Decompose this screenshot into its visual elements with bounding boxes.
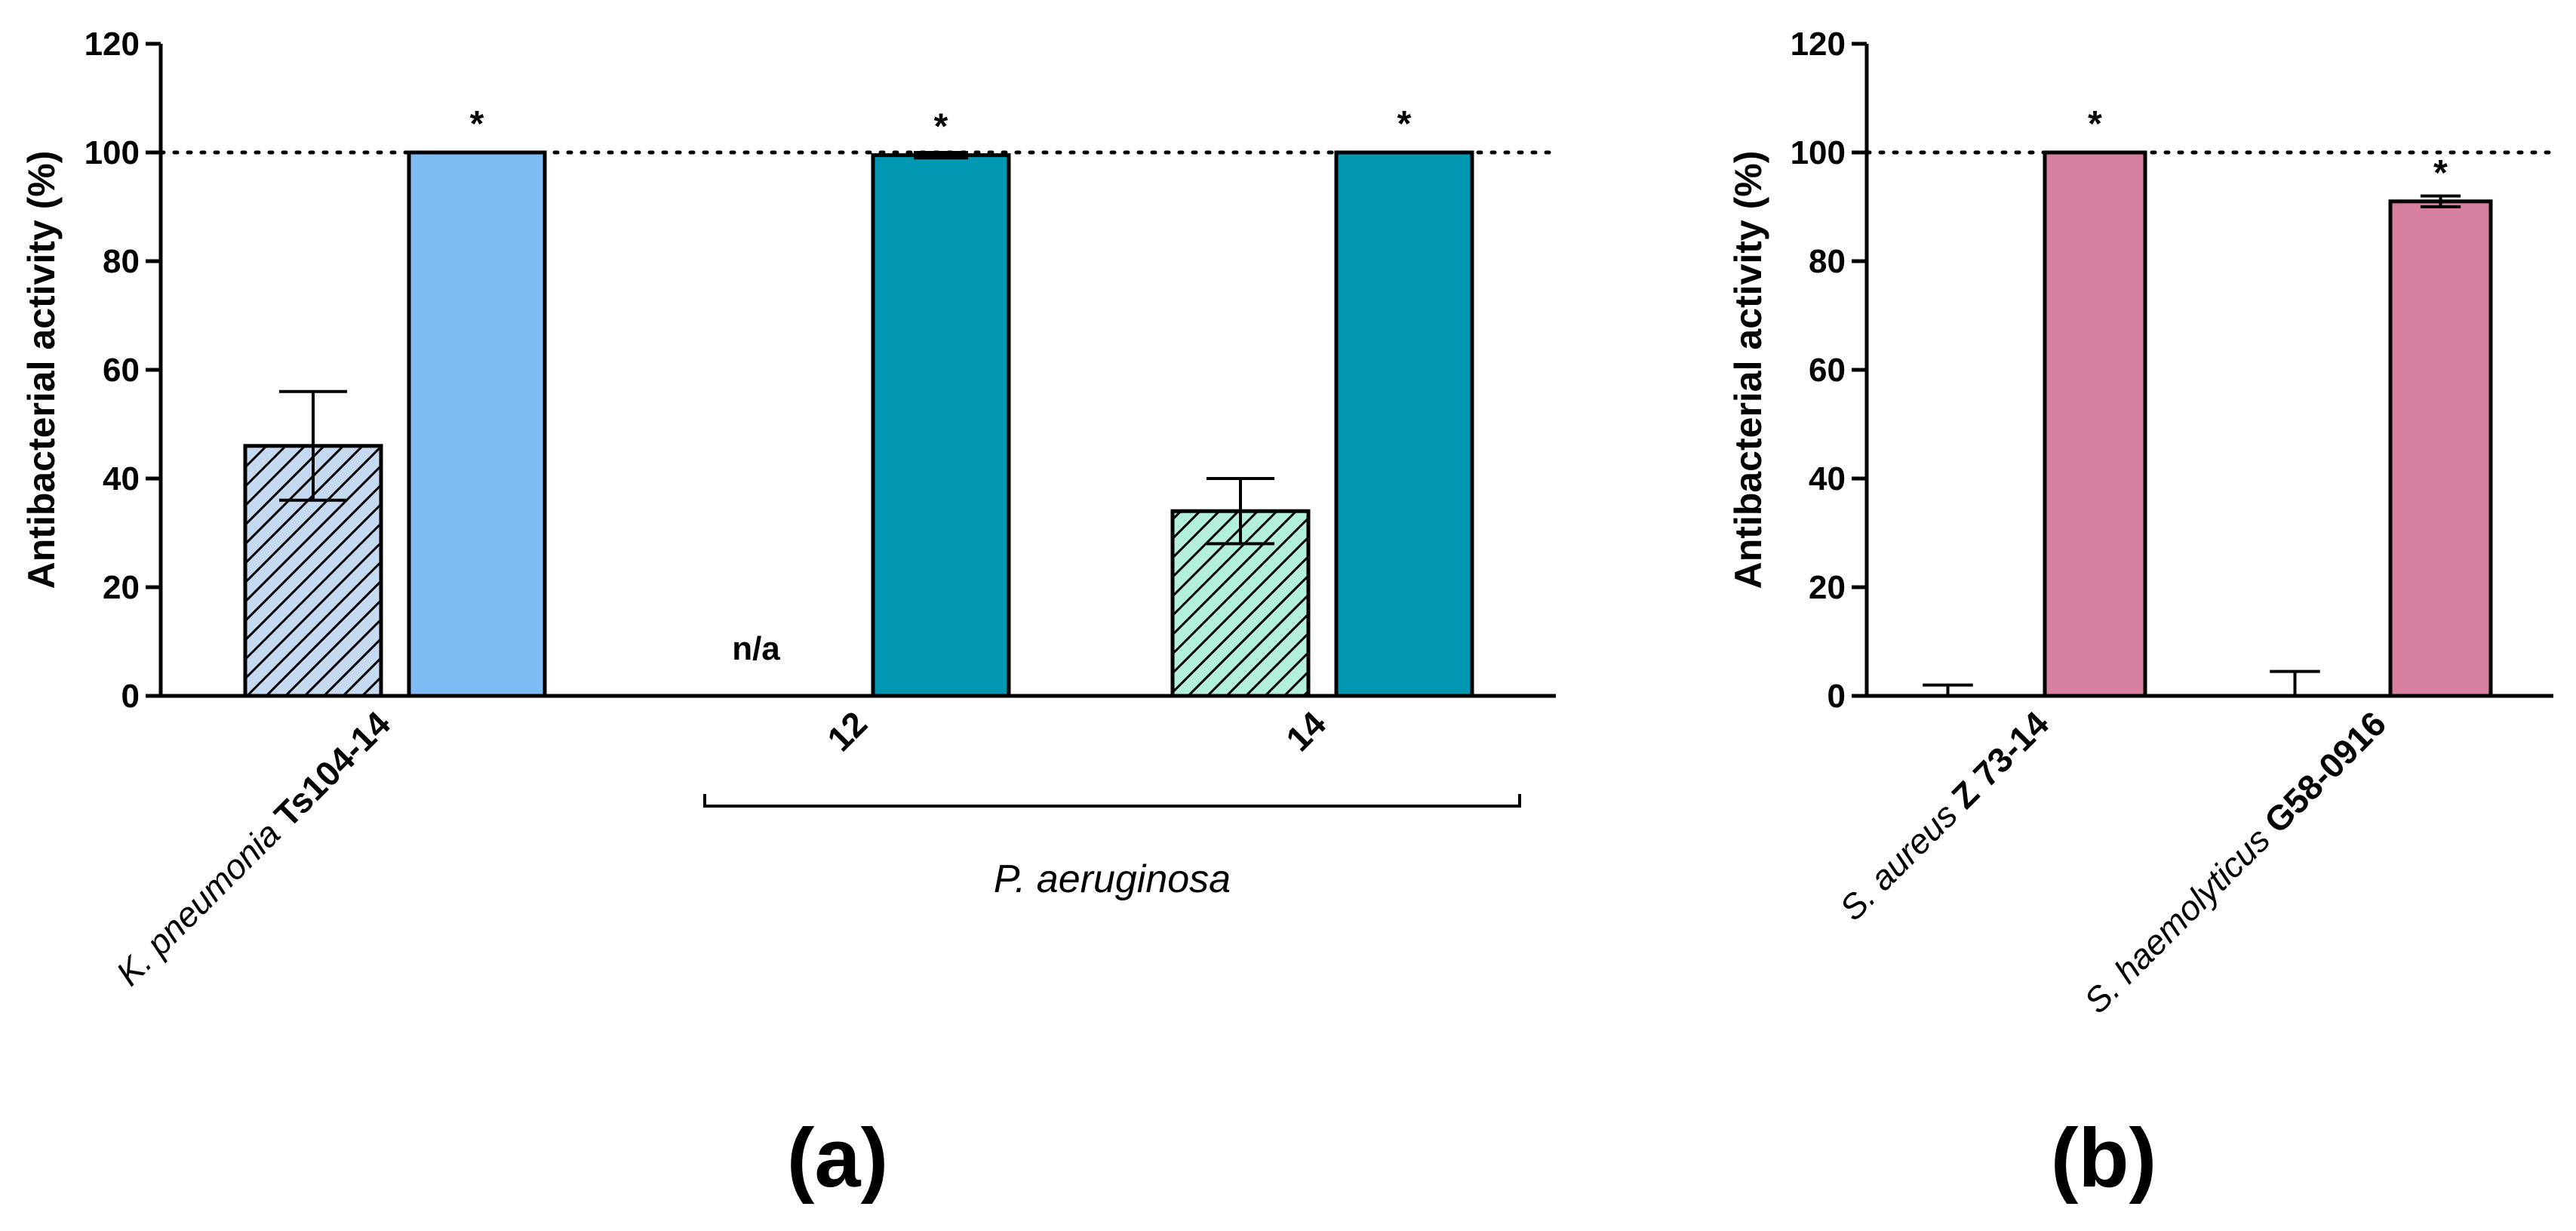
a-significance-star: * [934,107,948,147]
panel-a-category-labels: K. pneumonia Ts104-14 12 14 [109,703,1334,993]
b-category-label-strain: Z 73-14 [1944,703,2056,816]
panel-a-y-axis-title: Antibacterial activity (%) [20,151,63,589]
panel-a-axes: 0 20 40 60 80 100 120 [85,26,1558,715]
b-y-tick-label: 100 [1791,134,1846,171]
a-bar-treated [871,153,1011,698]
a-category-label-strain: 14 [1278,703,1333,759]
panel-a-label: (a) [787,1112,888,1205]
a-significance-star: * [470,104,484,144]
panel-b-category-labels: S. aureus Z 73-14S. haemolyticus G58-091… [1832,703,2393,1020]
a-significance-star: * [1397,104,1412,144]
a-y-tick-label: 0 [121,678,140,715]
a-y-tick-label: 60 [103,352,140,389]
b-significance-star: * [2433,153,2448,193]
b-bar-treated [2388,199,2493,698]
panel-a-group-label: P. aeruginosa [994,857,1231,901]
b-significance-star: * [2088,104,2102,144]
b-category-label-species: S. haemolyticus [2076,813,2284,1020]
a-category-label: 12 [819,703,875,759]
b-category-label-strain: G58-0916 [2257,703,2393,840]
b-y-tick-label: 20 [1809,569,1846,606]
b-y-tick-label: 80 [1809,243,1846,280]
b-y-tick-label: 120 [1791,26,1846,63]
b-category-label: S. haemolyticus G58-0916 [2076,703,2393,1020]
a-y-tick-label: 80 [103,243,140,280]
panel-a-na-label: n/a [732,630,780,667]
b-y-tick-label: 60 [1809,352,1846,389]
b-y-tick-label: 40 [1809,460,1846,497]
panel-a-chart: 0 20 40 60 80 100 120 * * * K. pneumonia Ts104-1… [20,26,1558,1205]
b-category-label-species: S. aureus [1832,788,1972,928]
a-bar-treated [407,150,547,698]
panel-b-bars: ** [1923,104,2493,698]
a-category-label-species: K. pneumonia [109,807,295,993]
panel-b-y-axis-title: Antibacterial activity (%) [1727,151,1769,589]
panel-a-group-bracket [703,794,1521,808]
panel-b-label: (b) [2051,1112,2156,1205]
a-y-tick-label: 120 [85,26,140,63]
b-category-label: S. aureus Z 73-14 [1832,703,2056,928]
a-y-tick-label: 100 [85,134,140,171]
a-y-tick-label: 20 [103,569,140,606]
a-y-tick-label: 40 [103,460,140,497]
panel-b-axes: 0 20 40 60 80 100 120 [1791,26,2556,715]
a-category-label: K. pneumonia Ts104-14 [109,703,398,993]
panel-a-bars: * * * [243,104,1474,698]
a-category-label: 14 [1278,703,1333,759]
b-bar-treated [2043,150,2147,698]
a-category-label-strain: Ts104-14 [266,703,398,835]
a-category-label-strain: 12 [819,703,875,759]
a-bar-treated [1334,150,1474,698]
b-y-tick-label: 0 [1827,678,1846,715]
